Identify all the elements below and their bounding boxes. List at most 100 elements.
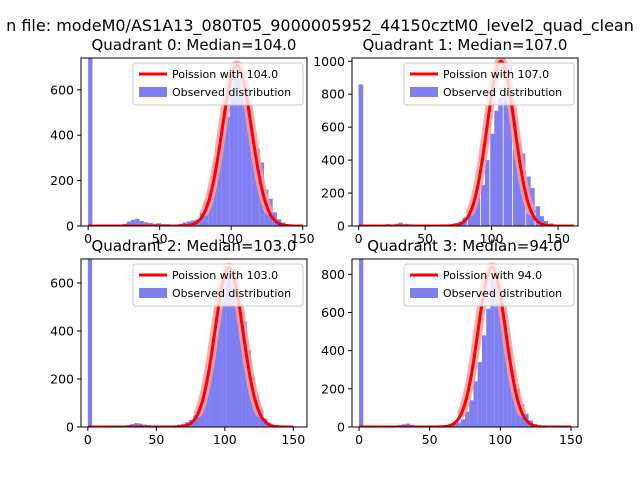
y-tick-label: 1000 [313,54,345,69]
x-tick-label: 100 [213,432,237,447]
histogram-bar [234,275,239,427]
histogram-bar [539,216,544,226]
y-tick-label: 400 [50,324,74,339]
histogram-bar [182,222,187,226]
histogram-bar [543,221,548,226]
legend-hist-label: Observed distribution [172,86,291,99]
histogram-bar [135,218,140,226]
histogram-bar [238,67,243,226]
y-tick-label: 0 [66,219,74,234]
fit-curve [357,59,575,226]
panel-2: 0 50 100 150 0 200 400 600 Quadrant 2: Median=10… [50,237,308,447]
histogram-bar [242,69,247,226]
histogram-bar [134,423,139,427]
histogram-bar [242,321,247,427]
panel-title: Quadrant 0: Median=104.0 [92,36,297,54]
histogram-bar [456,422,461,427]
x-tick-label: 0 [355,432,363,447]
y-tick-label: 600 [321,120,345,135]
legend-box [132,263,304,307]
x-tick-label: 150 [281,432,305,447]
y-tick-label: 400 [321,343,345,358]
y-tick-label: 0 [337,219,345,234]
histogram-bar [193,415,198,427]
histogram-bar [484,160,490,226]
histogram-bar [490,133,495,226]
legend-fit-label: Poission with 103.0 [172,269,278,282]
y-tick-label: 200 [321,381,345,396]
y-tick-label: 400 [50,128,74,143]
x-tick-label: 50 [422,432,438,447]
histogram-bar [467,211,473,226]
fit-curve [358,265,572,427]
histogram-bar [148,222,153,226]
legend-hist-label: Observed distribution [443,287,562,300]
histogram-bar [452,423,457,427]
histogram-bar [209,355,214,427]
legend-hist-swatch [410,288,438,298]
x-tick-label: 0 [355,231,363,246]
histogram-bar [398,222,404,226]
y-tick-label: 400 [321,153,345,168]
x-tick-label: 50 [152,231,168,246]
histogram-bar [359,259,364,427]
fit-curve [87,265,295,427]
histogram-bar [217,309,223,427]
histogram-bar [494,270,499,427]
legend-box [403,263,575,307]
x-tick-label: 150 [559,432,583,447]
x-tick-label: 100 [480,231,504,246]
fit-curve [87,63,304,226]
histogram-bar [213,335,219,427]
axes-frame [351,57,579,227]
histogram-bar [507,346,512,427]
histogram-bar [221,130,226,226]
histogram-bar [469,400,474,427]
y-tick-label: 200 [321,186,345,201]
y-tick-label: 800 [321,87,345,102]
histogram-bar [216,146,222,226]
histogram-bar [358,84,364,226]
legend-fit-label: Poission with 107.0 [443,68,549,81]
plot-area-1 [357,58,575,226]
histogram-bar [494,110,499,226]
figure-suptitle: n file: modeM0/AS1A13_080T05_9000005952_… [6,16,634,36]
histogram-bar [405,423,410,427]
panel-title: Quadrant 3: Median=94.0 [367,237,562,255]
x-tick-label: 50 [148,432,164,447]
histogram-bar [475,193,481,226]
panel-3: 0 50 100 150 0 200 400 600 800 Quadrant 3: Median… [321,237,583,447]
histogram-bar [186,221,192,226]
histogram-bar [480,184,486,226]
legend-hist-label: Observed distribution [172,287,291,300]
histogram-bar [498,97,503,226]
axes-frame [351,258,579,428]
histogram-bar [234,78,239,226]
y-tick-label: 0 [66,420,74,435]
y-tick-label: 800 [321,267,345,282]
legend-hist-label: Observed distribution [443,86,562,99]
legend-box [132,62,304,106]
panel-1: 0 50 100 150 0 200 400 600 800 1000 Quadrant 1: Me… [313,36,579,246]
y-tick-label: 600 [50,82,74,97]
x-tick-label: 150 [291,231,315,246]
legend-fit-label: Poission with 94.0 [443,269,542,282]
histogram-bar [473,381,478,427]
legend-hist-swatch [139,87,167,97]
histogram-bar [225,117,230,226]
histogram-bar [490,278,495,427]
histogram-bar [139,221,144,226]
histogram-bar [251,139,256,226]
histogram-bar [87,259,93,427]
histogram-bar [477,362,482,427]
plot-area-0 [87,58,304,226]
histogram-bar [126,221,132,226]
histogram-bar [143,222,149,226]
histogram-bar [205,379,210,427]
y-tick-label: 600 [321,305,345,320]
panel-title: Quadrant 1: Median=107.0 [363,36,568,54]
histogram-bar [465,411,470,427]
histogram-bar [498,287,504,427]
histogram-bar [516,143,522,226]
